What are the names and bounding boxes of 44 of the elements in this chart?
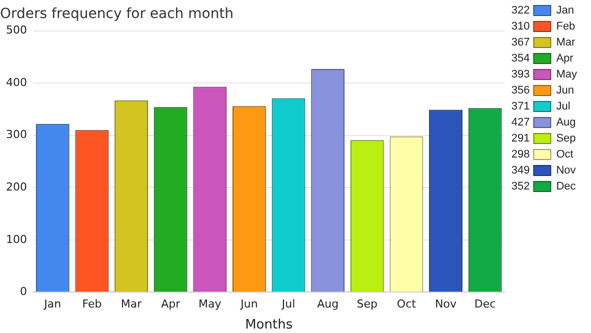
- x-tick-label: Oct: [396, 298, 417, 311]
- y-tick-label: 500: [6, 24, 27, 37]
- y-tick-label: 200: [6, 180, 27, 194]
- y-tick-label: 400: [6, 76, 27, 89]
- x-tick-label: Apr: [161, 298, 181, 311]
- x-tick-label: Aug: [317, 298, 339, 311]
- x-tick-label: May: [198, 298, 222, 311]
- legend-label: Jul: [556, 100, 570, 113]
- text: 393: [511, 68, 530, 81]
- x-tick-label: Nov: [435, 298, 457, 311]
- y-tick-label: 100: [6, 232, 27, 246]
- text: 367: [511, 36, 530, 49]
- legend-label: Jan: [556, 4, 574, 17]
- x-tick-label: Jun: [240, 298, 258, 311]
- legend-label: May: [556, 68, 578, 81]
- text: 349: [511, 164, 530, 177]
- x-tick-label: Sep: [356, 298, 378, 311]
- text: 356: [511, 84, 530, 97]
- text: 371: [511, 100, 530, 113]
- legend-label: Nov: [556, 164, 576, 177]
- legend-label: Mar: [556, 36, 576, 49]
- legend-label: Feb: [556, 20, 576, 33]
- text: 354: [511, 52, 530, 65]
- text: 352: [511, 180, 530, 193]
- legend-label: Sep: [556, 132, 576, 145]
- legend-label: Aug: [556, 116, 576, 129]
- x-tick-label: Mar: [120, 298, 142, 311]
- legend-label: Oct: [556, 148, 574, 161]
- text: 298: [511, 148, 530, 161]
- x-tick-label: Jan: [43, 298, 62, 311]
- text: 322: [511, 4, 530, 17]
- chart-title: Orders frequency for each month: [0, 6, 234, 22]
- legend-label: Dec: [556, 180, 576, 193]
- text: 310: [511, 20, 530, 33]
- y-tick-label: 300: [6, 128, 27, 142]
- x-tick-label: Dec: [474, 298, 496, 311]
- y-tick-label: 0: [20, 285, 27, 298]
- text: 427: [511, 116, 530, 129]
- x-axis-title: Months: [245, 318, 293, 333]
- legend-label: Apr: [556, 52, 574, 65]
- legend-label: Jun: [556, 84, 574, 97]
- x-tick-label: Jul: [280, 298, 296, 311]
- text: 291: [511, 132, 530, 145]
- x-tick-label: Feb: [82, 298, 102, 311]
